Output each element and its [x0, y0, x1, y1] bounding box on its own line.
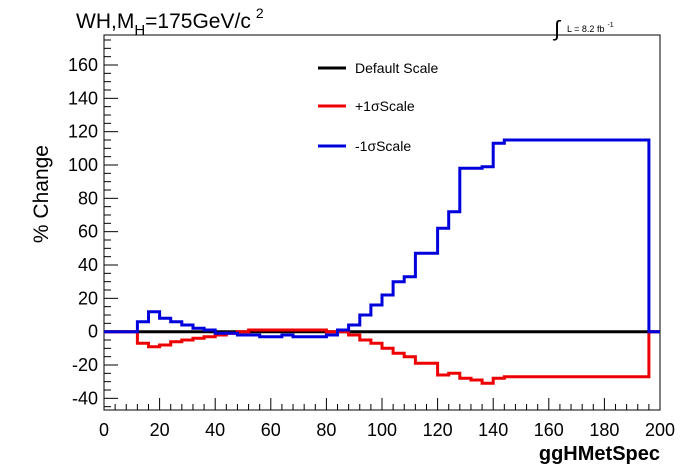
x-tick-label: 160 — [534, 420, 564, 440]
x-tick-label: 100 — [367, 420, 397, 440]
y-tick-label: 80 — [78, 188, 98, 208]
y-tick-label: 100 — [68, 155, 98, 175]
x-tick-label: 200 — [645, 420, 675, 440]
y-tick-label: 40 — [78, 255, 98, 275]
y-tick-label: 140 — [68, 88, 98, 108]
y-tick-label: -20 — [72, 355, 98, 375]
x-tick-label: 60 — [261, 420, 281, 440]
y-tick-label: 160 — [68, 55, 98, 75]
axes: 0 20 40 60 80 100 120 140 160 180 200 -40 -20 0 20 40 60… — [68, 39, 675, 440]
series-layer — [104, 138, 660, 385]
x-tick-label: 0 — [99, 420, 109, 440]
y-tick-label: 120 — [68, 122, 98, 142]
y-axis-label: % Change — [30, 145, 53, 243]
x-tick-label: 120 — [423, 420, 453, 440]
legend-label: -1σScale — [355, 138, 411, 154]
series-line-2 — [104, 138, 660, 339]
x-tick-label: 80 — [316, 420, 336, 440]
legend: Default Scale +1σScale -1σScale — [318, 60, 438, 154]
x-tick-label: 20 — [150, 420, 170, 440]
x-tick-label: 40 — [205, 420, 225, 440]
y-tick-label: -40 — [72, 388, 98, 408]
lumi-label: L = 8.2 fb -1 — [567, 22, 614, 34]
x-axis-label: ggHMetSpec — [539, 443, 660, 465]
plot-frame — [103, 34, 661, 411]
chart-title: WH,MH=175GeV/c 2 — [76, 5, 264, 39]
x-tick-label: 180 — [589, 420, 619, 440]
lumi-integral: ∫ — [552, 16, 562, 41]
y-tick-label: 60 — [78, 222, 98, 242]
y-tick-label: 20 — [78, 288, 98, 308]
legend-label: +1σScale — [355, 98, 415, 114]
series-line-1 — [104, 328, 660, 385]
x-tick-label: 140 — [478, 420, 508, 440]
y-tick-label: 0 — [88, 322, 98, 342]
legend-label: Default Scale — [355, 60, 438, 76]
